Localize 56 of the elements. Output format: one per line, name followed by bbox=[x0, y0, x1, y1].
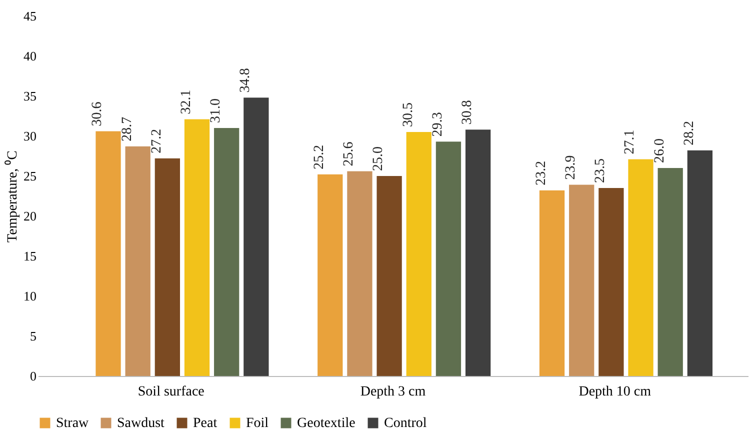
bar bbox=[347, 171, 372, 376]
legend-label: Control bbox=[384, 416, 427, 431]
y-tick-label: 35 bbox=[24, 88, 36, 104]
bar bbox=[569, 184, 594, 376]
bar bbox=[406, 132, 432, 376]
bar bbox=[244, 98, 269, 376]
legend-label: Foil bbox=[246, 416, 269, 431]
bar bbox=[465, 130, 491, 376]
legend-label: Peat bbox=[193, 416, 218, 431]
bar bbox=[658, 168, 683, 376]
x-tick-label: Depth 10 cm bbox=[578, 384, 652, 400]
y-tick-label: 40 bbox=[24, 48, 36, 64]
bar bbox=[318, 174, 343, 376]
data-label: 28.2 bbox=[682, 120, 697, 146]
bar bbox=[687, 150, 712, 376]
bar bbox=[184, 119, 210, 376]
data-label: 27.2 bbox=[149, 128, 164, 154]
data-label: 23.2 bbox=[534, 160, 549, 186]
y-tick-label: 25 bbox=[24, 168, 36, 184]
bar bbox=[436, 142, 462, 376]
data-label: 30.8 bbox=[460, 100, 475, 125]
data-label: 23.5 bbox=[593, 158, 608, 183]
data-label: 29.3 bbox=[430, 112, 446, 137]
data-label: 28.7 bbox=[120, 116, 135, 142]
x-tick-label: Depth 3 cm bbox=[360, 384, 426, 400]
data-label: 30.6 bbox=[90, 102, 106, 126]
data-label: 27.1 bbox=[622, 130, 638, 154]
legend-label: Straw bbox=[56, 416, 90, 431]
x-tick-label: Soil surface bbox=[138, 384, 204, 400]
y-tick-label: 5 bbox=[30, 328, 36, 344]
bar bbox=[598, 188, 624, 376]
bar bbox=[96, 131, 121, 376]
data-label: 23.9 bbox=[564, 155, 578, 180]
bar bbox=[628, 159, 654, 376]
data-label: 26.0 bbox=[652, 138, 668, 163]
data-label: 32.1 bbox=[178, 90, 194, 114]
data-label: 34.8 bbox=[238, 68, 254, 93]
bar bbox=[154, 158, 180, 376]
legend-label: Sawdust bbox=[117, 416, 165, 431]
y-tick-label: 45 bbox=[24, 8, 36, 24]
data-label: 30.5 bbox=[400, 102, 416, 127]
bar bbox=[376, 176, 402, 376]
bar bbox=[125, 146, 150, 376]
y-tick-label: 20 bbox=[24, 208, 36, 224]
data-label: 25.2 bbox=[312, 144, 328, 170]
data-label: 25.6 bbox=[342, 142, 357, 166]
legend-label: Geotextile bbox=[297, 416, 356, 431]
data-label: 31.0 bbox=[208, 98, 224, 123]
y-axis-title: Temperature, ⁰C bbox=[4, 150, 20, 242]
y-tick-label: 15 bbox=[24, 248, 36, 264]
data-label: 25.0 bbox=[371, 146, 386, 171]
y-tick-label: 10 bbox=[24, 288, 36, 304]
bar bbox=[539, 190, 565, 376]
y-tick-label: 0 bbox=[30, 368, 36, 384]
bar bbox=[214, 128, 240, 376]
y-tick-label: 30 bbox=[24, 128, 36, 144]
